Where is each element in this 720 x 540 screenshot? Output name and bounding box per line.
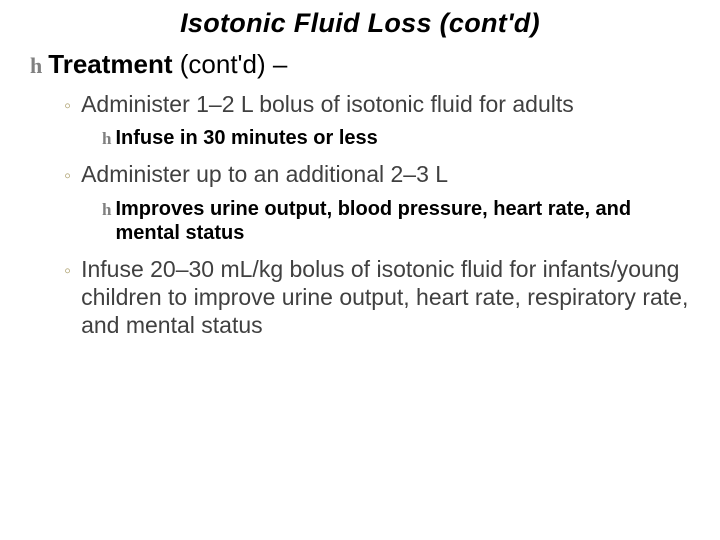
bullet-text: Administer 1–2 L bolus of isotonic fluid… [81,90,574,118]
script-bullet-icon: h [30,53,42,79]
bullet-item: ◦ Administer 1–2 L bolus of isotonic flu… [64,90,692,118]
sub-bullet-text: Infuse in 30 minutes or less [115,126,377,150]
script-bullet-icon: h [102,129,111,149]
ring-bullet-icon: ◦ [64,94,71,118]
ring-bullet-icon: ◦ [64,259,71,283]
script-bullet-icon: h [102,200,111,220]
bullet-text: Administer up to an additional 2–3 L [81,160,448,188]
treatment-strong: Treatment [48,49,172,79]
bullet-item: ◦ Administer up to an additional 2–3 L [64,160,692,188]
sub-bullet-item: h Improves urine output, blood pressure,… [102,197,692,245]
bullet-text: Infuse 20–30 mL/kg bolus of isotonic flu… [81,255,692,339]
sub-bullet-text: Improves urine output, blood pressure, h… [115,197,692,245]
slide-title: Isotonic Fluid Loss (cont'd) [28,8,692,39]
bullet-item: ◦ Infuse 20–30 mL/kg bolus of isotonic f… [64,255,692,339]
treatment-rest: (cont'd) – [173,49,288,79]
ring-bullet-icon: ◦ [64,164,71,188]
sub-bullet-item: h Infuse in 30 minutes or less [102,126,692,150]
treatment-text: Treatment (cont'd) – [48,49,287,80]
treatment-heading: h Treatment (cont'd) – [30,49,692,80]
